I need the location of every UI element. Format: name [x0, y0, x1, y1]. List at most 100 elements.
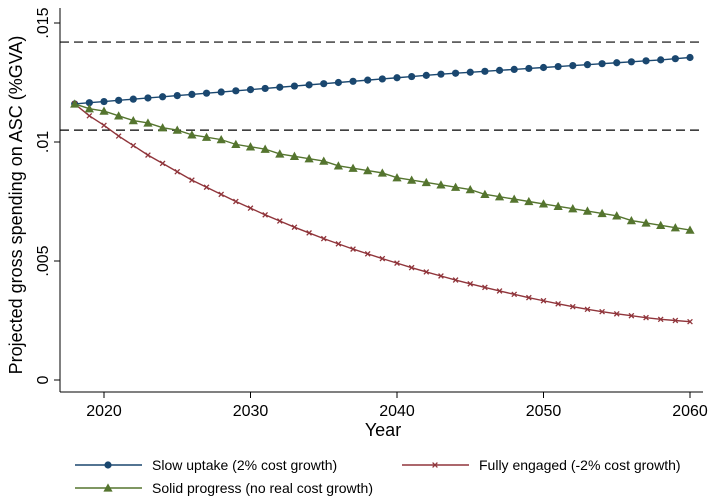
data-point — [363, 165, 373, 175]
data-point-stroke — [145, 152, 151, 158]
data-point — [232, 87, 240, 95]
legend-label: Solid progress (no real cost growth) — [152, 480, 373, 496]
data-point-stroke — [130, 142, 137, 149]
data-point — [432, 462, 438, 468]
data-point — [423, 269, 430, 275]
y-tick-label: 0 — [35, 375, 52, 384]
data-point-stroke — [291, 224, 298, 231]
data-point-stroke — [438, 273, 444, 279]
data-point — [304, 154, 314, 163]
data-point — [436, 180, 446, 189]
data-point — [99, 106, 109, 115]
legend-box — [62, 450, 700, 496]
data-point — [114, 111, 124, 120]
data-point — [509, 194, 519, 203]
data-point — [555, 300, 562, 307]
data-point — [656, 220, 666, 229]
data-point — [216, 135, 226, 144]
data-point — [569, 62, 577, 70]
data-point — [394, 260, 400, 267]
data-point — [582, 206, 593, 215]
data-point-stroke — [115, 133, 122, 139]
data-point-stroke — [423, 269, 430, 275]
data-point-stroke — [174, 168, 181, 175]
data-point-stroke — [218, 191, 225, 198]
data-point-stroke — [364, 251, 371, 257]
data-point — [70, 99, 80, 108]
data-point — [657, 316, 664, 323]
data-point-stroke — [394, 260, 400, 267]
data-point — [319, 156, 329, 165]
data-point — [627, 58, 636, 66]
data-point — [115, 96, 123, 104]
series-group — [70, 99, 695, 234]
data-point-stroke — [306, 230, 312, 236]
data-point-stroke — [482, 284, 488, 291]
data-point — [584, 306, 591, 313]
data-point-stroke — [320, 235, 327, 242]
data-point — [364, 251, 371, 257]
data-point — [378, 75, 386, 83]
data-point-stroke — [335, 241, 342, 247]
data-point — [188, 90, 196, 98]
data-point-stroke — [643, 314, 649, 321]
data-point — [291, 224, 298, 231]
data-point — [276, 218, 283, 224]
data-point — [511, 291, 518, 298]
data-point — [525, 294, 532, 301]
x-axis-title: Year — [365, 420, 401, 440]
data-point-stroke — [687, 318, 693, 325]
data-point — [686, 53, 694, 62]
data-point — [350, 246, 356, 252]
data-point — [642, 57, 650, 65]
data-point — [626, 215, 636, 225]
data-point — [613, 59, 621, 67]
data-point-stroke — [672, 317, 679, 324]
data-point — [393, 74, 401, 82]
data-point-stroke — [203, 184, 210, 191]
y-axis-title: Projected gross spending on ASC (%GVA) — [6, 36, 26, 375]
data-point — [231, 139, 241, 149]
data-point — [306, 230, 312, 236]
data-point — [143, 118, 153, 127]
data-point-stroke — [432, 462, 438, 468]
data-point-stroke — [262, 211, 269, 218]
data-point — [84, 104, 94, 113]
data-point — [437, 70, 445, 78]
data-point-stroke — [379, 255, 386, 262]
data-point — [422, 71, 430, 79]
data-point — [129, 95, 137, 103]
data-point — [335, 241, 342, 247]
data-point — [130, 142, 137, 149]
legend-item: Solid progress (no real cost growth) — [75, 480, 373, 496]
data-point — [159, 160, 166, 167]
data-point — [334, 78, 342, 87]
data-point — [553, 201, 563, 210]
data-point — [217, 88, 225, 96]
data-point — [670, 223, 680, 232]
data-point — [348, 163, 358, 172]
data-point — [364, 76, 372, 84]
data-point-stroke — [247, 205, 254, 212]
data-point — [685, 225, 695, 234]
data-point — [103, 483, 113, 492]
data-point — [172, 125, 182, 134]
data-point-stroke — [584, 306, 591, 313]
data-point-stroke — [525, 294, 532, 301]
data-point — [628, 312, 635, 319]
data-point — [85, 99, 93, 107]
data-point — [657, 56, 665, 64]
data-point-stroke — [569, 303, 576, 310]
data-point — [569, 303, 576, 310]
y-tick-label: .01 — [35, 131, 52, 153]
data-point-stroke — [511, 291, 518, 298]
x-tick-label: 2020 — [86, 403, 122, 420]
data-point — [687, 318, 693, 325]
data-point — [159, 93, 167, 101]
data-point — [260, 144, 270, 153]
data-point-stroke — [467, 280, 474, 287]
data-point — [275, 149, 285, 158]
data-point — [392, 173, 402, 182]
data-point — [597, 208, 607, 218]
